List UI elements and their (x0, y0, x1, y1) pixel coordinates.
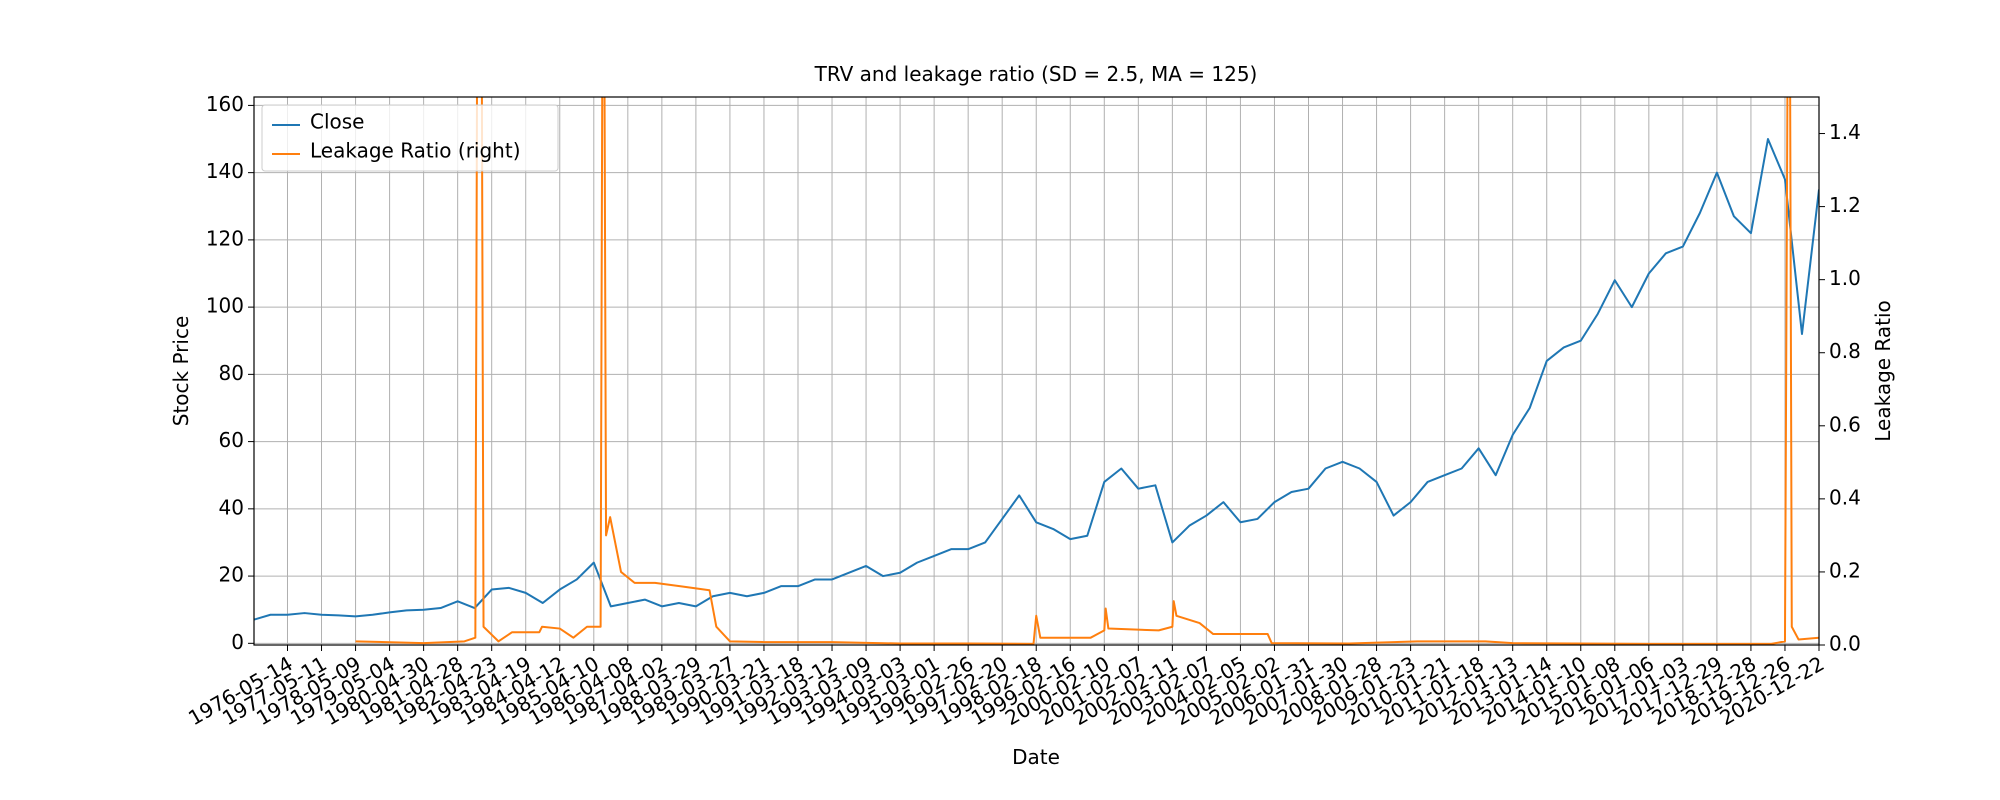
series-line (355, 97, 1819, 645)
y-tick-label: 0 (231, 630, 244, 654)
y-tick-label: 160 (206, 92, 244, 116)
y-tick-label: 20 (219, 563, 244, 587)
y-axis-label: Stock Price (169, 316, 193, 427)
y-tick-label: 120 (206, 226, 244, 250)
y2-tick-label: 1.4 (1829, 120, 1861, 144)
y2-axis-label: Leakage Ratio (1871, 300, 1895, 442)
x-axis-label: Date (1012, 745, 1060, 769)
y2-tick-label: 1.0 (1829, 266, 1861, 290)
y-tick-label: 40 (219, 495, 244, 519)
y2-tick-label: 0.4 (1829, 485, 1861, 509)
y2-tick-label: 0.0 (1829, 632, 1861, 656)
y-tick-label: 140 (206, 159, 244, 183)
legend-label: Close (310, 110, 364, 134)
series-line (254, 138, 1819, 621)
y2-tick-label: 0.8 (1829, 339, 1861, 363)
y2-tick-label: 0.6 (1829, 412, 1861, 436)
legend-box (261, 104, 559, 172)
y-tick-label: 60 (219, 428, 244, 452)
y2-tick-label: 0.2 (1829, 558, 1861, 582)
y-tick-label: 80 (219, 361, 244, 385)
y-tick-label: 100 (206, 294, 244, 318)
legend-label: Leakage Ratio (right) (310, 139, 521, 163)
y2-tick-label: 1.2 (1829, 193, 1861, 217)
chart-title: TRV and leakage ratio (SD = 2.5, MA = 12… (814, 62, 1258, 86)
